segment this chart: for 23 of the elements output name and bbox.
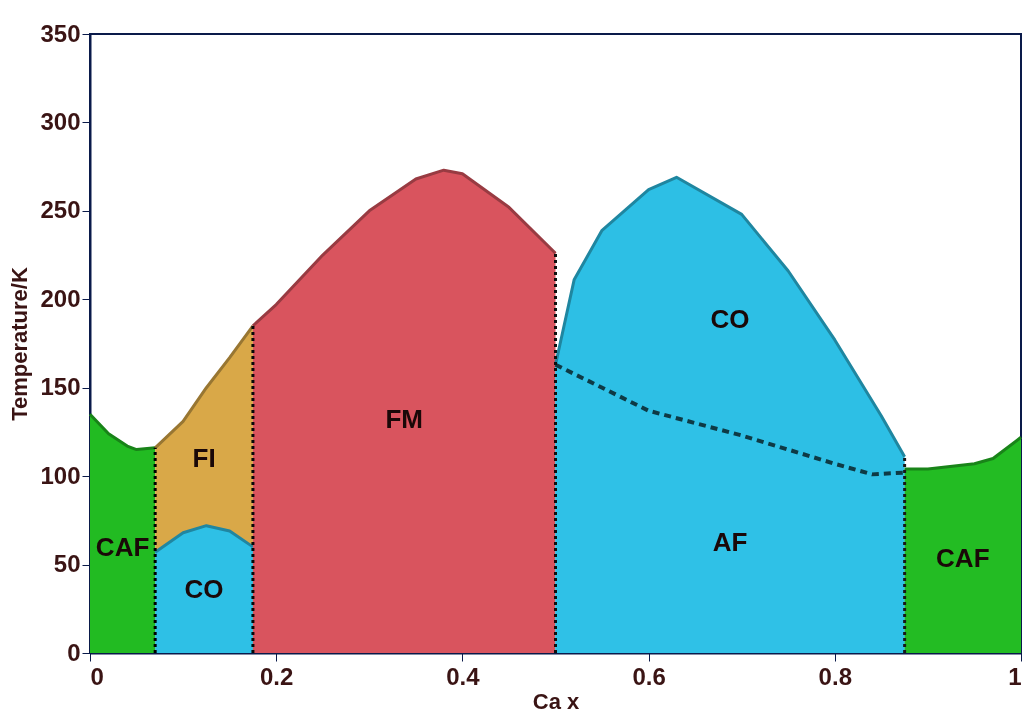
x-tick-label: 0.2 bbox=[260, 662, 294, 690]
y-tick-label: 300 bbox=[40, 107, 81, 135]
y-tick-label: 100 bbox=[40, 461, 81, 489]
y-axis-title: Temperature/K bbox=[7, 267, 33, 421]
series-label: CAF bbox=[95, 531, 150, 562]
x-tick-label: 0.4 bbox=[446, 662, 481, 690]
series-label: FI bbox=[192, 442, 216, 473]
series-label: AF bbox=[712, 526, 748, 557]
x-axis-title: Ca x bbox=[532, 688, 580, 714]
series-label: FM bbox=[385, 403, 423, 434]
x-tick-label: 0 bbox=[90, 662, 104, 690]
y-tick-label: 0 bbox=[67, 638, 81, 666]
y-tick-label: 150 bbox=[40, 373, 81, 401]
x-tick-label: 1 bbox=[1008, 662, 1022, 690]
x-tick-label: 0.8 bbox=[818, 662, 852, 690]
y-tick-label: 350 bbox=[40, 19, 81, 47]
y-tick-label: 250 bbox=[40, 196, 81, 224]
x-tick-label: 0.6 bbox=[632, 662, 666, 690]
y-tick-label: 200 bbox=[40, 284, 81, 312]
series-label: CAF bbox=[936, 543, 990, 574]
series-label: CO bbox=[710, 304, 750, 335]
series-label: CO bbox=[184, 573, 224, 604]
y-tick-label: 50 bbox=[53, 550, 81, 578]
